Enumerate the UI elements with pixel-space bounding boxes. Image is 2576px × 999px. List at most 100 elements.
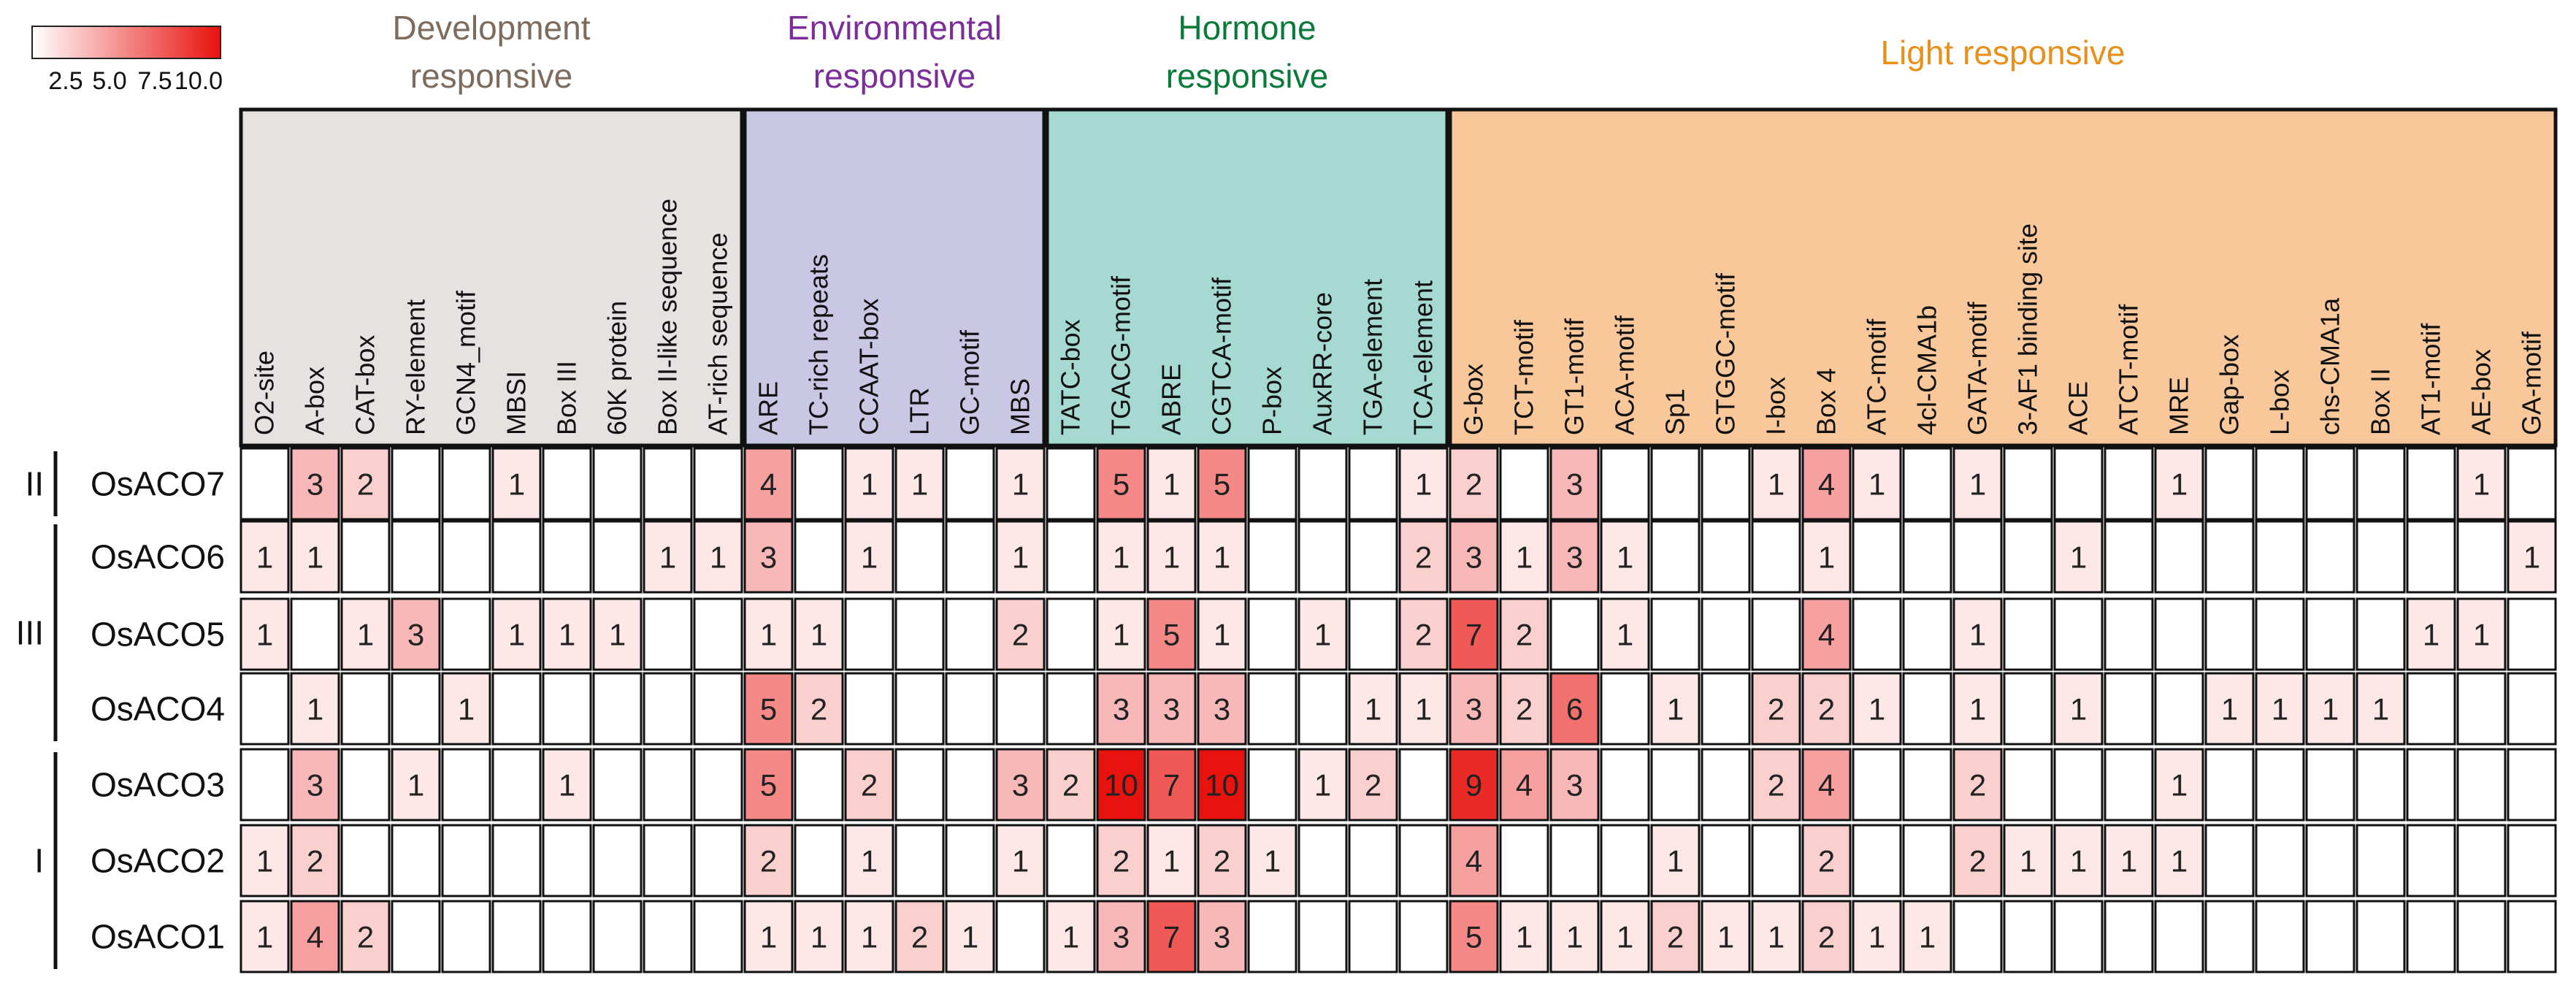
heatmap-cell [1247,748,1297,822]
heatmap-cell [391,748,441,822]
heatmap-cell [2104,824,2154,897]
heatmap-cell [2104,447,2154,521]
heatmap-cell [894,824,945,897]
heatmap-cell [1348,597,1398,671]
column-label: Sp1 [1660,388,1690,435]
cell-value: 5 [1113,467,1130,502]
cell-value: 5 [1465,920,1482,954]
column-label: ABRE [1157,364,1187,435]
heatmap-cell [1398,672,1449,746]
heatmap-cell [1348,520,1398,594]
heatmap-cell [743,520,794,594]
heatmap-cell [1902,824,1952,897]
heatmap-cell [2406,900,2456,973]
heatmap-cell [1852,597,1902,671]
cell-value: 1 [1012,540,1029,575]
cell-value: 1 [1768,467,1785,502]
heatmap-cell [592,520,643,594]
column-label: L-box [2265,370,2295,435]
column-label: Box 4 [1812,368,1841,435]
column-label: CGTCA-motif [1207,277,1237,435]
cell-value: 2 [760,844,777,879]
heatmap-cell [2104,748,2154,822]
cell-value: 1 [1163,540,1180,575]
column-label: Box II [2366,368,2396,435]
cell-value: 6 [1566,692,1583,727]
heatmap-cell [441,672,491,746]
heatmap-cell [1096,597,1146,671]
cell-value: 1 [2473,467,2490,502]
cell-value: 1 [1163,844,1180,879]
heatmap-cell [2255,520,2305,594]
heatmap-cell [1650,520,1701,594]
column-label: ACA-motif [1610,315,1640,435]
colorbar-tick-label: 7.5 [137,67,172,95]
heatmap-cell [794,520,844,594]
heatmap-cell [693,447,743,521]
heatmap-cell [239,597,290,671]
group-header-box [743,107,1046,448]
heatmap-cell [391,520,441,594]
heatmap-cell [2507,597,2557,671]
heatmap-cell [1146,672,1197,746]
heatmap-cell [1449,520,1499,594]
heatmap-cell [1701,447,1751,521]
column-label: O2-site [250,351,280,435]
heatmap-cell [1096,520,1146,594]
heatmap-cell [2456,597,2507,671]
heatmap-cell [945,597,995,671]
column-label: AT-rich sequence [703,233,733,435]
group-title: responsive [410,57,572,95]
heatmap-cell [1549,447,1600,521]
cell-value: 4 [1818,618,1835,652]
cell-value: 5 [760,768,777,803]
column-label: I-box [1761,377,1791,435]
heatmap-cell [1046,824,1096,897]
heatmap-cell [794,900,844,973]
cell-value: 1 [559,768,575,803]
heatmap-cell [391,900,441,973]
heatmap-cell [1751,597,1801,671]
column-label: Gap-box [2215,334,2245,435]
heatmap-cell [945,520,995,594]
heatmap-cell [391,597,441,671]
heatmap-cell [592,900,643,973]
heatmap-cell [1650,447,1701,521]
group-title: Development [392,9,590,47]
heatmap-cell [1751,748,1801,822]
cell-value: 1 [508,467,525,502]
heatmap-cell [1952,597,2003,671]
group-title: Light responsive [1881,34,2125,72]
cell-value: 2 [1415,540,1432,575]
heatmap-cell [2507,672,2557,746]
cell-value: 1 [962,920,978,954]
column-label: ATCT-motif [2114,304,2144,435]
cell-value: 4 [760,467,777,502]
heatmap-cell [2003,597,2053,671]
cell-value: 1 [2171,844,2188,879]
heatmap-cell [643,824,693,897]
heatmap-cell [1348,748,1398,822]
heatmap-cell [1952,447,2003,521]
group-title: Environmental [787,9,1002,47]
heatmap-cell [1902,597,1952,671]
cell-value: 1 [861,844,878,879]
heatmap-cell [2104,520,2154,594]
cell-value: 2 [1415,618,1432,652]
heatmap-cell [1046,748,1096,822]
heatmap-cell [1449,824,1499,897]
heatmap-cell [844,824,894,897]
heatmap-cell [391,447,441,521]
heatmap-cell [2255,748,2305,822]
heatmap-cell [2355,597,2406,671]
cell-value: 2 [1818,692,1835,727]
cell-value: 1 [1314,618,1331,652]
heatmap-cell [2003,672,2053,746]
column-label: P-box [1257,367,1287,435]
cell-value: 3 [760,540,777,575]
heatmap-cell [894,748,945,822]
heatmap-cell [340,748,391,822]
cell-value: 2 [1113,844,1130,879]
cell-value: 1 [1617,540,1633,575]
heatmap-cell [1902,447,1952,521]
